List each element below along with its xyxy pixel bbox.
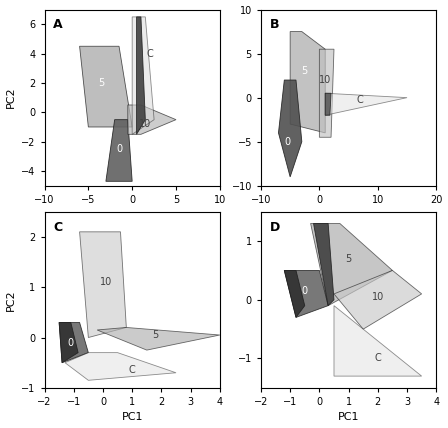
Y-axis label: PC2: PC2 [6,289,16,311]
Text: C: C [146,49,153,59]
Text: C: C [375,354,381,363]
Polygon shape [325,93,331,115]
Polygon shape [59,322,88,363]
Polygon shape [284,270,305,318]
Text: 5: 5 [345,254,352,264]
Polygon shape [319,49,334,137]
Polygon shape [334,306,422,376]
Polygon shape [65,353,176,380]
Polygon shape [137,17,145,134]
Text: 10: 10 [139,119,151,129]
Text: 5: 5 [302,66,308,76]
Polygon shape [59,322,78,363]
Polygon shape [279,80,302,177]
Polygon shape [314,223,334,306]
Polygon shape [290,32,325,133]
Polygon shape [284,270,328,318]
X-axis label: PC1: PC1 [338,413,359,422]
Text: 0: 0 [68,338,74,348]
Text: 0: 0 [302,286,308,296]
Polygon shape [97,327,220,350]
Polygon shape [132,17,154,134]
X-axis label: PC1: PC1 [121,413,143,422]
Polygon shape [334,270,422,329]
Text: C: C [129,365,136,375]
Polygon shape [106,120,132,181]
Text: C: C [357,95,364,105]
Text: 0: 0 [116,144,122,154]
Polygon shape [310,223,392,306]
Text: 10: 10 [372,292,384,302]
Polygon shape [128,105,176,134]
Text: 5: 5 [99,78,105,88]
Text: 10: 10 [319,75,332,85]
Text: C: C [53,220,62,234]
Polygon shape [80,46,132,127]
Text: 5: 5 [152,330,159,340]
Polygon shape [325,93,407,115]
Text: 0: 0 [284,137,290,147]
Text: 10: 10 [100,277,112,287]
Y-axis label: PC2: PC2 [5,87,16,108]
Text: A: A [53,18,63,31]
Text: D: D [270,220,280,234]
Polygon shape [80,232,126,338]
Text: B: B [270,18,279,31]
